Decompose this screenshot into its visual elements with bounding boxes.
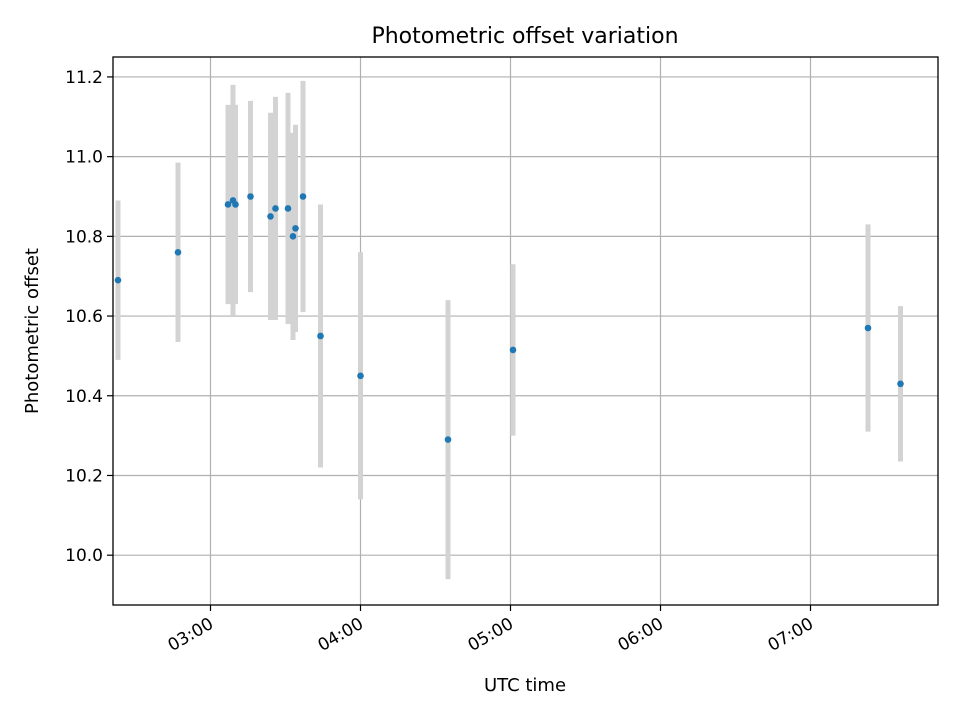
data-point (232, 201, 239, 208)
data-point (114, 276, 122, 284)
data-point (864, 324, 872, 332)
data-point (174, 248, 182, 256)
y-tick-label: 10.2 (65, 466, 103, 486)
x-tick-label: 05:00 (465, 614, 517, 656)
y-tick-label: 10.8 (65, 227, 103, 247)
data-point (284, 205, 292, 212)
data-point (317, 332, 324, 340)
data-point (267, 213, 274, 220)
data-point (289, 233, 297, 240)
y-tick-label: 10.4 (65, 387, 103, 407)
x-axis-ticks: 03:00 04:00 05:00 06:00 07:00 (165, 605, 817, 656)
data-point (272, 205, 279, 212)
x-tick-label: 07:00 (765, 614, 817, 656)
error-bars (115, 80, 903, 580)
data-point (444, 436, 452, 443)
y-tick-label: 10.0 (65, 546, 103, 566)
x-axis-label: UTC time (484, 675, 566, 696)
data-points (114, 193, 904, 443)
data-point (357, 372, 364, 380)
data-point (247, 193, 254, 200)
data-point (299, 193, 307, 200)
x-tick-label: 03:00 (165, 614, 217, 656)
x-tick-label: 06:00 (615, 614, 667, 656)
y-tick-label: 10.6 (65, 307, 103, 327)
chart-title: Photometric offset variation (371, 24, 678, 49)
data-point (292, 225, 299, 232)
y-axis-ticks: 10.0 10.2 10.4 10.6 10.8 11.0 11.2 (65, 68, 113, 566)
y-axis-label: Photometric offset (22, 248, 43, 414)
y-tick-label: 11.0 (65, 148, 103, 168)
plot-frame (112, 56, 939, 606)
y-tick-label: 11.2 (65, 68, 103, 88)
data-point (897, 380, 904, 388)
data-point (224, 201, 232, 208)
data-point (509, 346, 517, 354)
x-tick-label: 04:00 (315, 614, 367, 656)
